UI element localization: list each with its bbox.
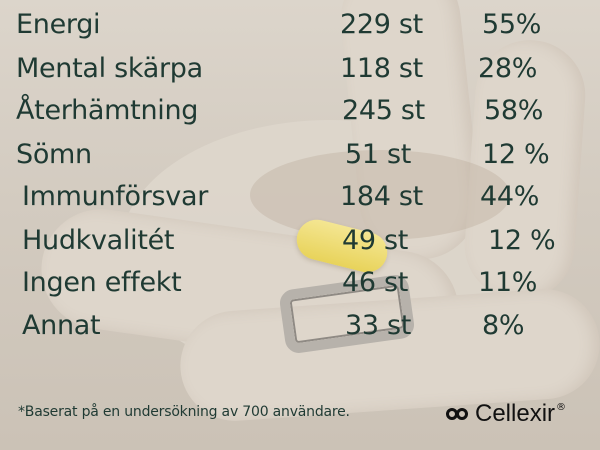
row-percent: 12 %: [488, 225, 556, 256]
row-count: 51 st: [345, 139, 412, 170]
row-count: 184 st: [340, 181, 423, 212]
row-count: 229 st: [340, 9, 423, 40]
row-percent: 28%: [478, 53, 538, 84]
row-count: 118 st: [340, 53, 423, 84]
row-percent: 12 %: [482, 139, 550, 170]
brand-logo: Cellexir ®: [446, 398, 566, 430]
row-percent: 55%: [482, 9, 542, 40]
row-label: Återhämtning: [16, 95, 199, 126]
table-row: Mental skärpa 118 st 28%: [0, 49, 600, 89]
row-label: Energi: [16, 9, 101, 40]
row-count: 46 st: [342, 267, 409, 298]
table-row: Energi 229 st 55%: [0, 5, 600, 45]
row-percent: 58%: [484, 95, 544, 126]
brand-name: Cellexir: [475, 400, 556, 427]
shadow-shape: [250, 150, 510, 240]
table-row: Sömn 51 st 12 %: [0, 135, 600, 175]
registered-mark: ®: [556, 402, 567, 413]
table-row: Immunförsvar 184 st 44%: [0, 177, 600, 217]
row-count: 49 st: [342, 225, 409, 256]
row-percent: 8%: [482, 310, 525, 341]
logo-ring: [456, 408, 468, 420]
row-label: Ingen effekt: [22, 267, 182, 298]
row-label: Sömn: [16, 139, 92, 170]
row-label: Annat: [22, 310, 101, 341]
table-row: Ingen effekt 46 st 11%: [0, 263, 600, 303]
row-label: Hudkvalitét: [22, 225, 175, 256]
row-count: 33 st: [345, 310, 412, 341]
table-row: Återhämtning 245 st 58%: [0, 91, 600, 131]
table-row: Hudkvalitét 49 st 12 %: [0, 221, 600, 261]
row-label: Mental skärpa: [16, 53, 203, 84]
table-row: Annat 33 st 8%: [0, 306, 600, 346]
footnote: *Baserat på en undersökning av 700 använ…: [18, 404, 350, 420]
row-percent: 44%: [480, 181, 540, 212]
infinity-rings-icon: [446, 404, 472, 424]
row-label: Immunförsvar: [22, 181, 209, 212]
row-count: 245 st: [342, 95, 425, 126]
row-percent: 11%: [478, 267, 538, 298]
